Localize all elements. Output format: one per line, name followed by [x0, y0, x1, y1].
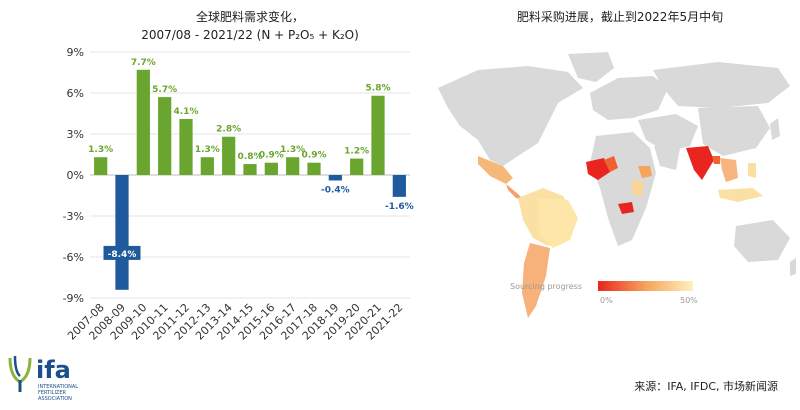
legend-min: 0% — [600, 296, 613, 305]
bar — [307, 162, 321, 175]
data-label: 0.9% — [259, 151, 284, 161]
y-tick-label: -6% — [63, 251, 84, 264]
east-africa — [632, 180, 644, 196]
mexico — [478, 156, 513, 184]
data-label: 2.8% — [216, 125, 241, 135]
west-africa — [586, 158, 610, 180]
data-label: 1.3% — [195, 145, 220, 155]
legend-title: Sourcing progress — [510, 282, 582, 291]
data-label: -8.4% — [108, 250, 137, 260]
data-label-box — [103, 245, 141, 260]
north-america — [438, 66, 583, 166]
europe — [590, 76, 668, 120]
australia — [734, 220, 790, 262]
legend-max: 50% — [680, 296, 698, 305]
data-label: 5.8% — [366, 84, 391, 94]
bar — [94, 157, 108, 175]
bar-layer — [94, 69, 406, 290]
greenland — [568, 52, 614, 82]
bar — [136, 69, 150, 175]
central-america — [506, 184, 524, 200]
data-label: 1.3% — [280, 145, 305, 155]
bar-chart: 1.3%-8.4%7.7%5.7%4.1%1.3%2.8%0.8%0.9%1.3… — [63, 46, 414, 343]
bar — [243, 164, 257, 175]
data-label: -1.6% — [385, 202, 414, 212]
sahel — [604, 156, 618, 172]
bar — [179, 118, 193, 175]
bar — [200, 157, 214, 175]
data-label: 5.7% — [152, 85, 177, 95]
y-tick-label: 3% — [67, 128, 84, 141]
y-tick-label: -3% — [63, 210, 84, 223]
bar — [371, 95, 385, 175]
bangladesh — [712, 156, 720, 164]
logo-subtitle: INTERNATIONAL FERTILIZER ASSOCIATION — [38, 384, 79, 402]
y-tick-label: 9% — [67, 46, 84, 59]
india — [686, 146, 714, 180]
indonesia — [718, 188, 763, 202]
chart-title-line1: 全球肥料需求变化， — [195, 10, 304, 24]
zambia — [618, 202, 634, 214]
map-title: 肥料采购进展，截止到2022年5月中旬 — [516, 10, 724, 24]
southeast-asia — [720, 158, 738, 182]
logo-text: ifa — [36, 356, 71, 384]
bar — [286, 157, 300, 175]
y-tick-label: -9% — [63, 292, 84, 305]
bar — [392, 175, 406, 197]
bar — [350, 158, 364, 175]
north-asia — [653, 62, 790, 108]
middle-east — [638, 114, 698, 152]
philippines — [748, 163, 756, 178]
bar — [158, 97, 172, 175]
south-america-brazil — [538, 198, 578, 248]
new-zealand — [790, 258, 796, 276]
africa — [590, 132, 656, 246]
ifa-emblem-icon — [8, 355, 32, 392]
ethiopia — [638, 166, 652, 178]
bar — [115, 175, 129, 290]
bar — [222, 136, 236, 175]
south-america-south — [522, 243, 550, 318]
data-label: -0.4% — [321, 185, 350, 195]
arabia — [654, 146, 680, 170]
data-label: 0.9% — [302, 151, 327, 161]
bar — [264, 162, 278, 175]
data-label: 4.1% — [174, 107, 199, 117]
y-tick-label: 0% — [67, 169, 84, 182]
data-label: 1.3% — [88, 145, 113, 155]
chart-title: 全球肥料需求变化， 2007/08 - 2021/22 (N + P₂O₅ + … — [80, 8, 420, 44]
data-label: 0.8% — [238, 152, 263, 162]
bar — [328, 175, 342, 181]
data-label: 1.2% — [344, 147, 369, 157]
data-label: 7.7% — [131, 58, 156, 68]
y-tick-label: 6% — [67, 87, 84, 100]
world-map: Sourcing progress 0% 50% — [438, 52, 796, 318]
japan — [770, 118, 780, 140]
source-note: 来源：IFA, IFDC, 市场新闻源 — [634, 380, 778, 393]
label-layer: 1.3%-8.4%7.7%5.7%4.1%1.3%2.8%0.8%0.9%1.3… — [88, 58, 414, 260]
ifa-logo: ifa INTERNATIONAL FERTILIZER ASSOCIATION — [6, 352, 96, 402]
chart-title-line2: 2007/08 - 2021/22 (N + P₂O₅ + K₂O) — [141, 28, 359, 42]
legend-gradient-bar — [598, 281, 693, 291]
east-asia — [698, 106, 770, 156]
